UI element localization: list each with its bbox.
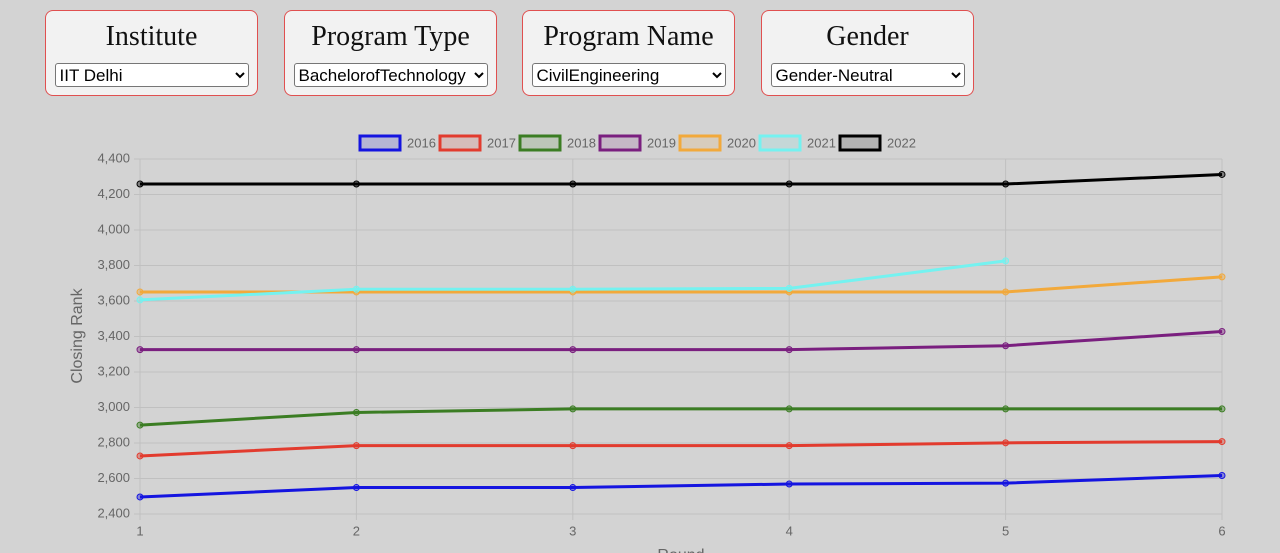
legend-swatch — [438, 134, 482, 152]
y-tick-label: 2,400 — [97, 505, 130, 520]
legend-swatch — [758, 134, 802, 152]
y-tick-label: 4,200 — [97, 186, 130, 201]
data-point — [136, 180, 144, 188]
series-line — [140, 330, 1223, 352]
series-line — [139, 259, 1006, 302]
data-point — [785, 284, 793, 292]
filter-label: Gender — [826, 21, 909, 52]
legend-swatch — [678, 134, 722, 152]
data-point — [136, 296, 144, 304]
data-point — [785, 480, 793, 488]
filter-box: Institute IIT Delhi — [45, 10, 258, 96]
data-point — [136, 493, 144, 501]
data-point — [352, 346, 360, 354]
legend-label: 2017 — [487, 135, 516, 150]
data-point — [1002, 479, 1010, 487]
y-tick-label: 3,000 — [97, 399, 130, 414]
data-point — [569, 285, 577, 293]
legend-label: 2020 — [727, 135, 756, 150]
data-point — [1002, 342, 1010, 350]
data-point — [136, 452, 144, 460]
filter-box: Gender Gender-Neutral — [761, 10, 974, 96]
y-tick-label: 4,000 — [97, 221, 130, 236]
x-tick-label: 5 — [1002, 523, 1009, 538]
filter-box: Program Type BachelorofTechnology — [284, 10, 497, 96]
filter-label: Program Type — [311, 21, 470, 52]
series-line — [140, 172, 1223, 186]
data-point — [1218, 471, 1226, 479]
legend-swatch — [598, 134, 642, 152]
data-point — [785, 346, 793, 354]
data-point — [1002, 405, 1010, 413]
data-point — [569, 346, 577, 354]
x-tick-label: 2 — [353, 523, 360, 538]
y-tick-label: 2,600 — [97, 470, 130, 485]
filter-select[interactable]: Gender-Neutral — [770, 63, 965, 87]
y-tick-label: 4,400 — [97, 150, 130, 165]
x-axis-title: Round — [657, 547, 704, 553]
data-point — [1218, 170, 1226, 178]
data-point — [1218, 405, 1226, 413]
data-point — [785, 180, 793, 188]
y-tick-label: 2,800 — [97, 434, 130, 449]
x-tick-label: 3 — [569, 523, 576, 538]
data-point — [569, 405, 577, 413]
data-point — [136, 421, 144, 429]
y-tick-label: 3,200 — [97, 363, 130, 378]
data-point — [352, 285, 360, 293]
data-point — [569, 442, 577, 450]
data-point — [352, 484, 360, 492]
data-point — [352, 180, 360, 188]
legend-label: 2018 — [567, 135, 596, 150]
filter-box: Program Name CivilEngineering — [522, 10, 735, 96]
y-axis-title: Closing Rank — [69, 287, 86, 383]
legend-label: 2019 — [647, 135, 676, 150]
data-point — [352, 442, 360, 450]
legend-label: 2016 — [407, 135, 436, 150]
series-line — [139, 473, 1223, 499]
data-point — [1218, 438, 1226, 446]
y-tick-label: 3,600 — [97, 292, 130, 307]
series-line — [139, 407, 1222, 427]
data-point — [1218, 273, 1226, 281]
filter-select[interactable]: CivilEngineering — [531, 63, 726, 87]
legend-swatch — [518, 134, 562, 152]
x-tick-label: 4 — [786, 523, 793, 538]
y-tick-label: 3,400 — [97, 328, 130, 343]
y-tick-label: 3,800 — [97, 257, 130, 272]
data-point — [136, 346, 144, 354]
data-point — [1002, 257, 1010, 265]
filter-select[interactable]: BachelorofTechnology — [293, 63, 488, 87]
data-point — [785, 442, 793, 450]
data-point — [1218, 328, 1226, 336]
data-point — [1002, 288, 1010, 296]
data-point — [1002, 439, 1010, 447]
filter-select[interactable]: IIT Delhi — [54, 63, 249, 87]
data-point — [352, 408, 360, 416]
filter-label: Institute — [105, 21, 198, 52]
legend-label: 2022 — [887, 135, 916, 150]
data-point — [785, 405, 793, 413]
x-tick-label: 6 — [1218, 523, 1225, 538]
data-point — [136, 288, 144, 296]
series-line — [139, 440, 1223, 458]
legend-swatch — [358, 134, 402, 152]
x-tick-label: 1 — [136, 523, 143, 538]
data-point — [569, 484, 577, 492]
data-point — [1002, 180, 1010, 188]
legend-swatch — [838, 134, 882, 152]
filter-label: Program Name — [543, 21, 714, 52]
data-point — [569, 180, 577, 188]
legend-label: 2021 — [807, 135, 836, 150]
